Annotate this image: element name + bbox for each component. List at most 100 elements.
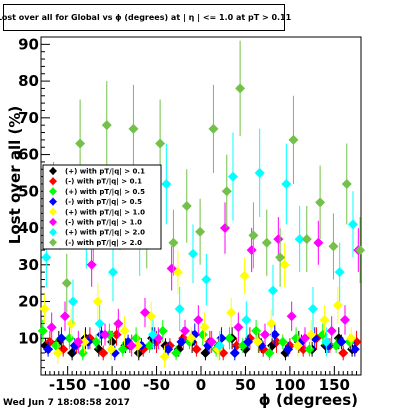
data-point: [188, 248, 198, 259]
data-point: [128, 123, 139, 134]
data-point: [52, 347, 63, 358]
data-point: [163, 344, 174, 355]
data-point: [252, 336, 263, 347]
data-point: [221, 186, 232, 197]
data-point: [235, 83, 246, 94]
data-point: [56, 333, 67, 344]
data-point: [39, 303, 50, 314]
legend-marker: [49, 197, 57, 206]
legend-label: (+) with pT/|q| > 2.0: [65, 229, 145, 238]
data-point: [60, 311, 70, 322]
data-point: [286, 311, 297, 322]
legend-marker: [49, 218, 57, 226]
data-point: [166, 263, 177, 274]
y-tick-label: 90: [18, 35, 39, 53]
data-point: [132, 340, 143, 351]
y-tick-label: 60: [18, 146, 39, 164]
x-tick-label: 0: [196, 376, 206, 394]
data-point: [98, 347, 109, 358]
data-point: [68, 296, 78, 307]
data-point: [148, 329, 158, 340]
y-tick-label: 10: [18, 329, 39, 347]
data-point: [348, 219, 358, 230]
data-point: [246, 245, 257, 256]
legend-entry: (+) with pT/|q| > 0.5: [49, 187, 145, 197]
data-point: [168, 237, 179, 248]
legend-entry: (-) with pT/|q| > 1.0: [49, 218, 142, 228]
data-point: [174, 303, 185, 314]
legend-label: (+) with pT/|q| > 0.5: [65, 188, 145, 197]
data-point: [41, 252, 52, 263]
data-point: [254, 167, 265, 178]
x-tick-label: 100: [274, 376, 305, 394]
data-point: [140, 307, 150, 318]
data-point: [231, 340, 242, 351]
data-point: [113, 318, 124, 329]
data-point: [279, 259, 290, 270]
data-point: [75, 138, 86, 149]
data-point: [349, 344, 360, 355]
data-point: [224, 333, 235, 344]
axes: -150 -100 -50 0 50 100 150 10 20 30 40 50 60 70 80 90: [18, 35, 358, 394]
legend-marker: [49, 177, 57, 186]
chart-title-box: Lost over all for Global vs ϕ (degrees) …: [0, 4, 292, 31]
data-point: [292, 340, 303, 351]
x-tick-label: -50: [143, 376, 170, 394]
legend-label: (-) with pT/|q| > 0.1: [65, 178, 142, 187]
y-tick-label: 50: [18, 182, 39, 200]
data-point: [308, 303, 318, 314]
legend-entry: (+) with pT/|q| > 1.0: [49, 207, 145, 217]
data-point: [300, 333, 310, 344]
data-point: [73, 336, 84, 347]
data-point: [281, 178, 292, 189]
series-5: [39, 242, 357, 368]
data-point: [334, 267, 345, 278]
legend-entry: (+) with pT/|q| > 2.0: [49, 228, 145, 238]
legend-entry: (+) with pT/|q| > 0.1: [49, 167, 145, 177]
data-point: [131, 333, 142, 344]
data-point: [269, 329, 280, 340]
legend-marker: [49, 207, 57, 216]
data-point: [248, 230, 259, 241]
legend-label: (-) with pT/|q| > 2.0: [65, 239, 142, 248]
data-point: [111, 329, 122, 340]
data-point: [155, 138, 166, 149]
data-point: [208, 123, 219, 134]
y-tick-label: 80: [18, 72, 39, 90]
data-point: [157, 325, 168, 336]
data-point: [201, 274, 212, 285]
data-point: [261, 237, 272, 248]
data-point: [106, 344, 117, 355]
x-tick-label: 50: [235, 376, 256, 394]
data-point: [101, 120, 112, 131]
legend-marker: [49, 187, 57, 196]
legend-label: (+) with pT/|q| > 0.1: [65, 168, 145, 177]
data-point: [228, 171, 238, 182]
data-point: [191, 344, 202, 355]
legend-entry: (-) with pT/|q| > 0.1: [49, 177, 142, 187]
data-point: [288, 134, 299, 145]
data-point: [266, 318, 277, 329]
x-tick-label: 150: [319, 376, 350, 394]
legend-marker: [49, 238, 57, 247]
x-axis-title: ϕ (degrees): [259, 391, 358, 409]
chart-title: Lost over all for Global vs ϕ (degrees) …: [0, 13, 292, 22]
data-point: [79, 336, 90, 347]
footer-timestamp: Wed Jun 7 18:08:58 2017: [3, 398, 130, 408]
data-point: [220, 223, 230, 234]
data-point: [119, 325, 130, 336]
legend-label: (-) with pT/|q| > 1.0: [65, 219, 142, 228]
data-point: [317, 329, 328, 340]
data-point: [241, 314, 252, 325]
data-point: [355, 245, 366, 256]
x-tick-label: -150: [49, 376, 87, 394]
data-point: [61, 278, 72, 289]
data-point: [176, 336, 187, 347]
data-point: [277, 336, 288, 347]
x-tick-label: -100: [93, 376, 131, 394]
data-point: [66, 318, 77, 329]
data-point: [108, 267, 118, 278]
data-point: [92, 296, 103, 307]
data-point: [321, 336, 332, 347]
data-point: [86, 259, 97, 270]
